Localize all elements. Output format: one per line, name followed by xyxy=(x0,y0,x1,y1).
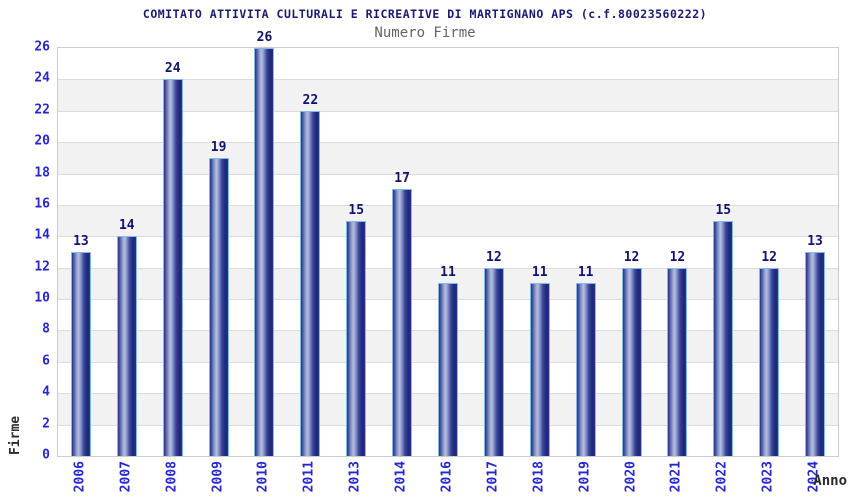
bar-value-label: 19 xyxy=(210,139,227,155)
y-tick-label: 24 xyxy=(34,70,50,86)
y-tick-label: 0 xyxy=(42,447,50,463)
grid-band xyxy=(58,236,838,268)
bar-value-label: 14 xyxy=(118,218,135,234)
bar-value-label: 12 xyxy=(761,249,777,265)
y-axis-ticks: 0 2 4 6 8 10 12 14 16 18 20 22 24 26 xyxy=(0,40,50,463)
bar xyxy=(667,267,688,456)
bar-group: 14 xyxy=(116,218,137,456)
x-tick-label: 2020 xyxy=(623,461,639,493)
x-tick-label: 2006 xyxy=(72,461,88,493)
y-tick-label: 6 xyxy=(42,353,50,369)
plot-area: 13 14 24 19 26 22 15 17 11 12 11 11 12 12 15 12 13 xyxy=(57,30,839,457)
bar-value-label: 13 xyxy=(73,234,89,249)
y-tick-label: 14 xyxy=(34,227,50,243)
bar-value-label: 11 xyxy=(531,265,548,281)
bar-group: 13 xyxy=(70,234,91,456)
bar xyxy=(70,252,91,456)
bar-value-label: 24 xyxy=(164,61,181,77)
bar-value-label: 17 xyxy=(394,171,410,187)
bar xyxy=(208,157,229,456)
chart-title: COMITATO ATTIVITA CULTURALI E RICREATIVE… xyxy=(142,7,708,21)
bar-group: 11 xyxy=(529,265,550,456)
bar xyxy=(116,236,137,456)
x-tick-label: 2021 xyxy=(668,461,684,493)
bar-value-label: 11 xyxy=(577,265,594,281)
bar-group: 13 xyxy=(805,234,826,456)
grid-band xyxy=(58,142,838,174)
x-tick-label: 2016 xyxy=(439,461,455,493)
bar-group: 15 xyxy=(346,203,367,456)
bar-group: 12 xyxy=(667,250,688,456)
bar xyxy=(438,283,458,456)
bar-group: 11 xyxy=(575,265,596,456)
x-tick-label: 2009 xyxy=(210,461,226,493)
bar xyxy=(575,283,596,456)
bar-group: 12 xyxy=(759,250,780,456)
bar-value-label: 11 xyxy=(440,265,456,281)
bar-group: 12 xyxy=(483,250,504,456)
bar-value-label: 12 xyxy=(623,249,640,265)
y-tick-label: 22 xyxy=(34,102,50,118)
bar xyxy=(300,110,321,456)
y-tick-label: 18 xyxy=(34,165,50,181)
bar-value-label: 26 xyxy=(256,30,273,45)
x-axis-label: Anno xyxy=(813,473,847,489)
y-tick-label: 2 xyxy=(42,416,50,432)
bar xyxy=(713,220,734,456)
bar xyxy=(529,283,550,456)
bar xyxy=(162,79,183,456)
bar-group: 15 xyxy=(713,203,734,456)
bar-value-label: 12 xyxy=(669,249,686,265)
bar-value-label: 22 xyxy=(302,92,319,108)
x-tick-label: 2022 xyxy=(714,461,730,493)
y-tick-label: 26 xyxy=(34,39,50,55)
grid-band xyxy=(58,204,838,237)
bar-group: 17 xyxy=(392,171,413,456)
y-tick-label: 16 xyxy=(34,196,50,212)
bar-value-label: 15 xyxy=(715,202,732,218)
bar-group: 12 xyxy=(621,250,642,456)
x-tick-label: 2014 xyxy=(393,461,409,493)
bar-value-label: 13 xyxy=(807,234,823,249)
bar-group: 26 xyxy=(254,30,275,456)
x-tick-label: 2019 xyxy=(577,461,593,493)
y-tick-label: 10 xyxy=(34,290,50,306)
grid-band xyxy=(58,173,838,205)
bar-value-label: 12 xyxy=(486,249,502,265)
bar-group: 22 xyxy=(300,93,321,456)
x-tick-label: 2011 xyxy=(301,461,317,493)
y-tick-label: 4 xyxy=(42,384,50,400)
x-tick-label: 2023 xyxy=(760,461,776,493)
bar xyxy=(392,189,413,456)
x-tick-label: 2007 xyxy=(118,461,134,493)
x-tick-label: 2013 xyxy=(347,461,363,493)
x-tick-label: 2010 xyxy=(255,461,271,493)
y-tick-label: 20 xyxy=(34,133,50,149)
bar-group: 24 xyxy=(162,61,183,456)
x-tick-label: 2018 xyxy=(531,461,547,493)
bar xyxy=(346,220,367,456)
grid-band xyxy=(58,79,838,111)
y-tick-label: 12 xyxy=(34,259,50,275)
bar xyxy=(254,48,275,456)
chart-subtitle: Numero Firme xyxy=(374,25,476,41)
y-tick-label: 8 xyxy=(42,321,50,337)
x-tick-label: 2017 xyxy=(485,461,501,493)
grid-band xyxy=(58,48,838,80)
bar xyxy=(621,267,642,456)
bar-group: 19 xyxy=(208,140,229,456)
bar xyxy=(483,267,504,456)
bar-value-label: 15 xyxy=(348,202,365,218)
x-axis-ticks: 2006 2007 2008 2009 2010 2011 2013 2014 2016 2017… xyxy=(57,461,837,499)
bar-group: 11 xyxy=(438,265,458,456)
grid-band xyxy=(58,110,838,143)
bar xyxy=(759,267,780,456)
x-tick-label: 2008 xyxy=(164,461,180,493)
bars-container: 13 14 24 19 26 22 15 17 11 12 11 11 12 12 15 12 13 xyxy=(58,30,838,456)
bar xyxy=(805,252,826,456)
